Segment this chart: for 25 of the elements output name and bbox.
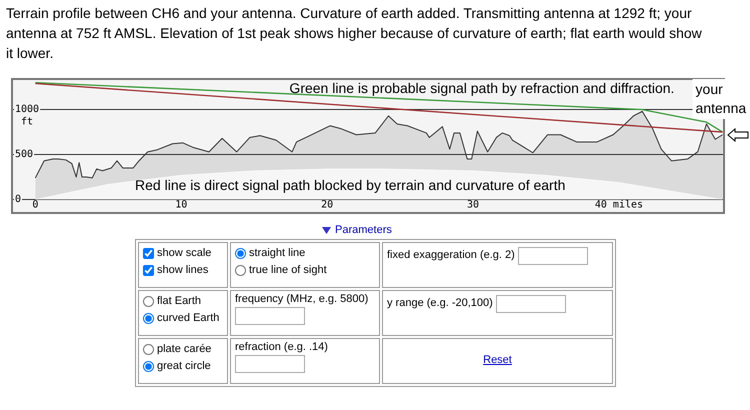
x-tick-label: 10 <box>175 200 188 211</box>
x-tick-label: 20 <box>321 200 334 211</box>
text: true line of sight <box>248 263 328 278</box>
text: frequency (MHz, e.g. 5800) <box>235 293 370 307</box>
y-tick-label: 1000 <box>15 104 40 116</box>
text: Reset <box>483 354 512 366</box>
y-tick-label: 500 <box>15 149 34 160</box>
chart-title: Terrain profile between CH6 and your antenna. Curvature of earth added. Transmitting antenna at 1292 ft; your antenna at 752 ft AMSL. Elevation of 1st peak shows higher because of curvature of earth; flat earth would show it lower. <box>6 4 703 63</box>
annotation: your antenna <box>696 81 746 116</box>
x-tick-label: 40 miles <box>594 200 644 211</box>
text: refraction (e.g. .14) <box>235 341 329 355</box>
text: y range (e.g. -20,100) <box>387 296 494 311</box>
y-axis-title: ft <box>20 116 34 128</box>
text: Parameters <box>335 224 392 236</box>
annotation: Green line is probable signal path by refraction and diffraction. <box>289 80 674 96</box>
text: plate carée <box>156 342 212 357</box>
text: show lines <box>156 263 210 278</box>
text: straight line <box>248 246 306 261</box>
text: curved Earth <box>156 311 220 326</box>
text: great circle <box>156 359 212 374</box>
annotation: Red line is direct signal path blocked by terrain and curvature of earth <box>135 177 566 193</box>
text: fixed exaggeration (e.g. 2) <box>387 248 516 263</box>
text: show scale <box>156 246 212 261</box>
text: flat Earth <box>156 294 202 309</box>
x-tick-label: 30 <box>467 200 480 211</box>
